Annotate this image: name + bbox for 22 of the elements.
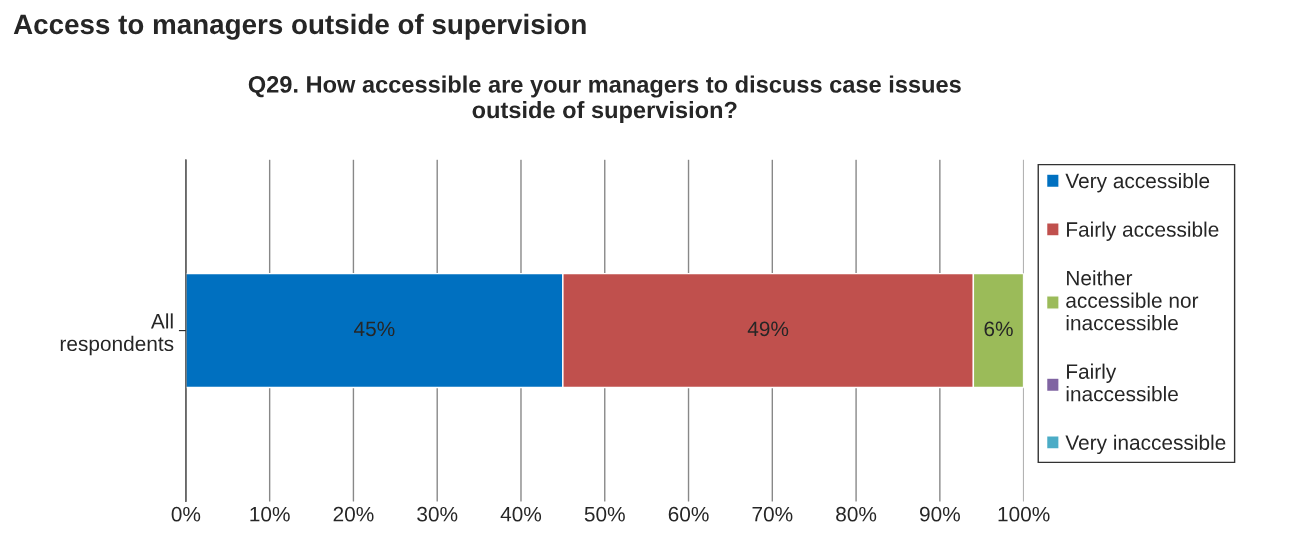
x-tick-label: 90% [919,506,960,522]
x-tick-label: 60% [668,506,709,522]
data-label: 45% [354,321,395,337]
legend-label: Very accessible [1065,172,1210,193]
legend-label: Neither accessible nor inaccessible [1066,270,1199,331]
legend-label: Fairly inaccessible [1066,363,1178,402]
x-tick-label: 40% [500,506,542,522]
legend-label: Very inaccessible [1065,434,1226,455]
x-tick-label: 30% [417,506,458,522]
text: Access to managers outside of supervision [13,13,586,40]
x-tick-label: 20% [333,506,374,522]
x-tick-label: 0% [171,506,201,522]
data-label: 6% [984,321,1013,337]
chart-title: Q29. How accessible are your managers to discuss case issues outside of supervision? [248,75,961,124]
y-tick-label: All respondents [60,313,174,356]
x-tick-label: 100% [998,506,1050,522]
x-tick-label: 80% [836,506,877,522]
legend-label: Fairly accessible [1067,221,1219,241]
x-tick-label: 10% [250,506,290,522]
x-tick-label: 70% [752,506,793,522]
data-label: 49% [747,321,789,337]
x-tick-label: 50% [584,506,625,522]
